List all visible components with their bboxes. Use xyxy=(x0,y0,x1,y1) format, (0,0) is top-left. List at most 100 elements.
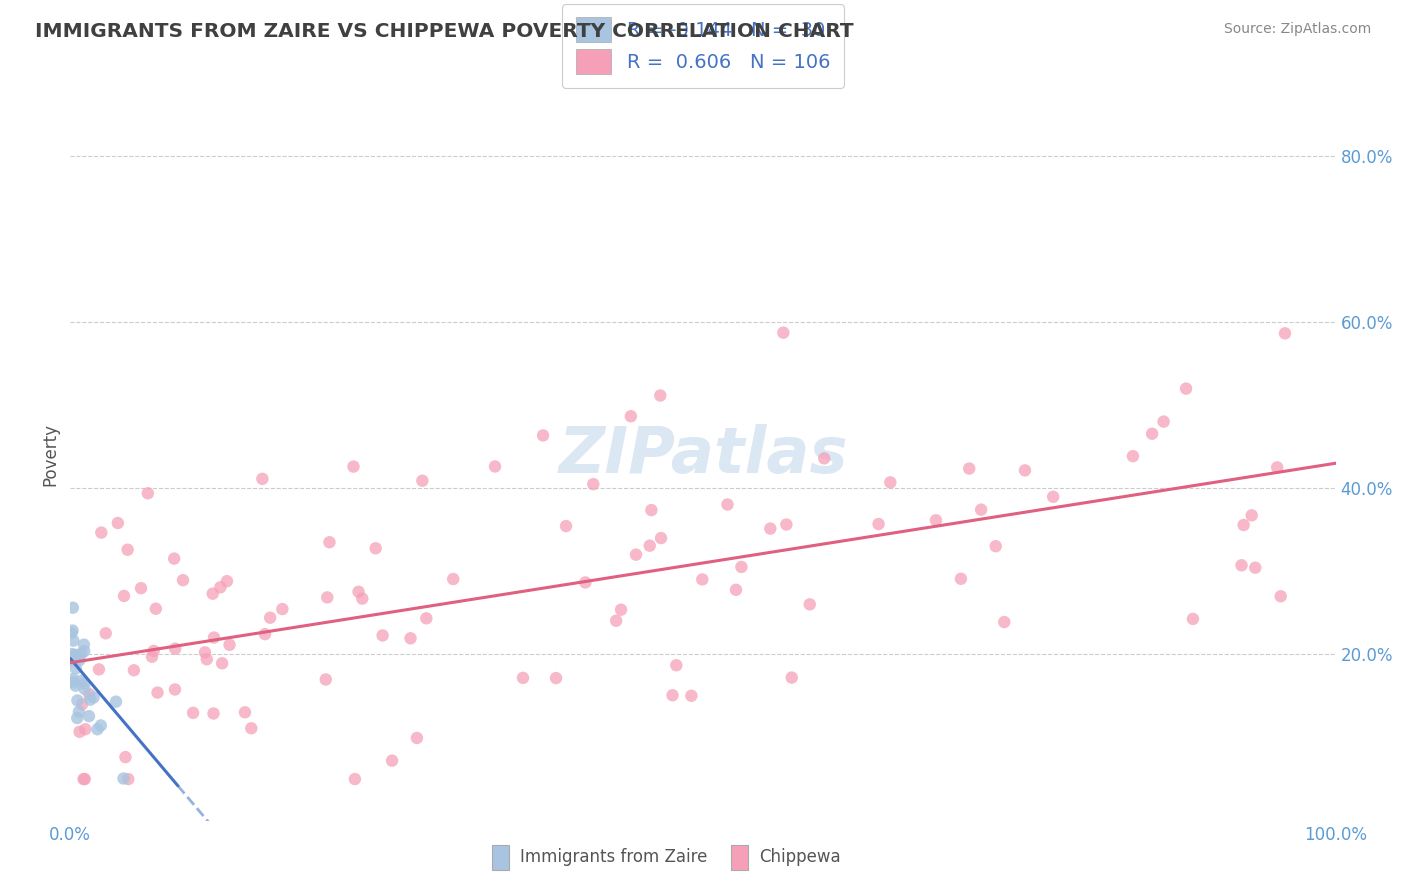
Point xyxy=(605,614,627,628)
Point xyxy=(1265,460,1288,475)
Point xyxy=(195,652,218,666)
Point xyxy=(879,475,901,490)
Legend: R = -0.144   N =  30, R =  0.606   N = 106: R = -0.144 N = 30, R = 0.606 N = 106 xyxy=(562,4,844,87)
Point xyxy=(60,626,83,640)
Point xyxy=(949,572,972,586)
Point xyxy=(984,539,1007,553)
Point xyxy=(63,650,86,665)
Point xyxy=(73,676,96,690)
Point xyxy=(233,706,256,720)
Point xyxy=(62,675,84,690)
Point xyxy=(406,731,429,745)
Point xyxy=(83,690,105,705)
Point xyxy=(775,517,797,532)
Point xyxy=(957,461,980,475)
Point xyxy=(254,627,277,641)
Point xyxy=(165,641,187,656)
Text: Chippewa: Chippewa xyxy=(759,848,841,866)
Point xyxy=(77,687,100,701)
Point xyxy=(90,525,112,540)
FancyBboxPatch shape xyxy=(492,845,509,870)
Point xyxy=(122,663,145,677)
Point xyxy=(993,615,1015,629)
Point xyxy=(1230,558,1253,573)
Point xyxy=(141,649,163,664)
Point xyxy=(1140,426,1163,441)
Point xyxy=(181,706,204,720)
Point xyxy=(1042,490,1064,504)
Point xyxy=(70,673,93,688)
Point xyxy=(112,772,135,786)
Point xyxy=(925,513,948,527)
Point xyxy=(813,451,835,466)
Point xyxy=(77,709,100,723)
Point xyxy=(620,409,643,424)
Point xyxy=(318,535,340,549)
Text: IMMIGRANTS FROM ZAIRE VS CHIPPEWA POVERTY CORRELATION CHART: IMMIGRANTS FROM ZAIRE VS CHIPPEWA POVERT… xyxy=(35,22,853,41)
Point xyxy=(107,516,129,530)
Point xyxy=(1233,518,1256,533)
Point xyxy=(240,721,263,735)
Point xyxy=(692,573,714,587)
Point xyxy=(163,551,186,566)
Point xyxy=(759,522,782,536)
Text: Source: ZipAtlas.com: Source: ZipAtlas.com xyxy=(1223,22,1371,37)
Text: Immigrants from Zaire: Immigrants from Zaire xyxy=(520,848,707,866)
Point xyxy=(555,519,578,533)
Point xyxy=(441,572,464,586)
Point xyxy=(799,598,821,612)
Point xyxy=(105,695,128,709)
Point xyxy=(970,502,993,516)
Point xyxy=(70,647,93,661)
Point xyxy=(114,750,136,764)
Point xyxy=(62,624,84,638)
Point xyxy=(211,657,233,671)
Point xyxy=(343,772,366,786)
Point xyxy=(665,658,688,673)
Point xyxy=(194,645,217,659)
Point xyxy=(117,772,139,786)
Point xyxy=(582,477,605,491)
Point xyxy=(66,711,89,725)
Point xyxy=(574,575,596,590)
Point xyxy=(215,574,238,589)
Point xyxy=(172,573,194,587)
Point xyxy=(868,516,890,531)
Point xyxy=(62,633,84,648)
Point xyxy=(681,689,703,703)
Point xyxy=(661,688,683,702)
Point xyxy=(79,692,101,706)
Point xyxy=(730,560,752,574)
Point xyxy=(780,671,803,685)
Point xyxy=(72,772,94,786)
Point xyxy=(117,542,139,557)
Point xyxy=(1175,382,1198,396)
Point xyxy=(316,591,339,605)
Point xyxy=(65,648,87,662)
Point xyxy=(342,459,364,474)
Point xyxy=(202,706,225,721)
Point xyxy=(146,685,169,699)
Point xyxy=(136,486,159,500)
Point xyxy=(69,724,91,739)
Point xyxy=(142,644,165,658)
Point xyxy=(60,653,83,667)
Point xyxy=(315,673,337,687)
Point xyxy=(610,602,633,616)
Point xyxy=(94,626,117,640)
Point xyxy=(347,584,370,599)
Point xyxy=(62,600,84,615)
Point xyxy=(201,587,224,601)
Point xyxy=(624,548,647,562)
Point xyxy=(70,698,93,712)
Point xyxy=(73,638,96,652)
Point xyxy=(650,531,672,545)
Point xyxy=(381,754,404,768)
Point xyxy=(65,661,87,675)
Point xyxy=(352,591,374,606)
Point xyxy=(544,671,567,685)
Point xyxy=(252,472,274,486)
Point xyxy=(724,582,747,597)
Point xyxy=(218,638,240,652)
Point xyxy=(512,671,534,685)
